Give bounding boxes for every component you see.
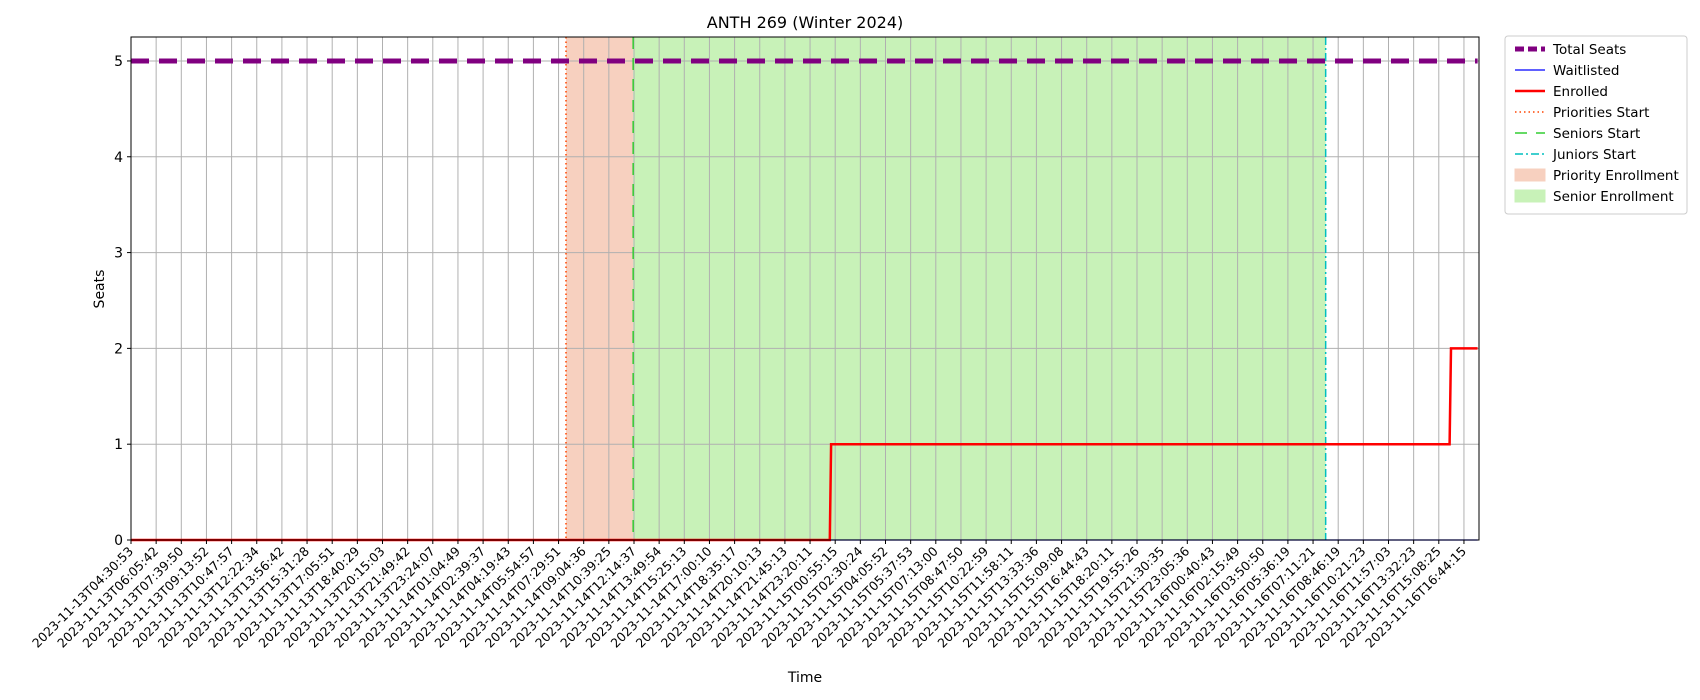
phase-start-lines xyxy=(565,37,1327,540)
y-tick-label: 0 xyxy=(114,533,123,549)
span-senior-enrollment xyxy=(633,37,1326,540)
legend-waitlisted-label: Waitlisted xyxy=(1553,63,1620,79)
y-tick-label: 2 xyxy=(114,341,123,357)
legend-box xyxy=(1504,35,1688,215)
y-axis-ticks: 0 1 2 3 4 5 xyxy=(114,54,131,549)
legend-total-seats-label: Total Seats xyxy=(1552,42,1626,58)
span-priority-enrollment xyxy=(565,37,634,540)
legend-juniors-start-label: Juniors Start xyxy=(1552,147,1636,163)
legend-senior-enrollment-swatch xyxy=(1514,189,1546,203)
enrollment-spans xyxy=(565,37,1326,540)
plot-frame xyxy=(130,36,1480,541)
legend-seniors-start-label: Seniors Start xyxy=(1553,126,1640,142)
y-tick-label: 3 xyxy=(114,246,123,262)
chart-title: ANTH 269 (Winter 2024) xyxy=(707,13,903,32)
legend: Total Seats Waitlisted Enrolled Priorities … xyxy=(1504,35,1688,215)
legend-enrolled-label: Enrolled xyxy=(1553,84,1608,100)
legend-priority-enrollment-swatch xyxy=(1514,168,1546,182)
y-axis-label: Seats xyxy=(92,270,108,309)
x-axis-ticks: 2023-11-13T04:30:532023-11-13T06:05:4220… xyxy=(29,540,1469,651)
y-tick-label: 5 xyxy=(114,54,123,70)
legend-priority-enrollment-label: Priority Enrollment xyxy=(1553,168,1679,184)
legend-priorities-start-label: Priorities Start xyxy=(1553,105,1649,121)
y-tick-label: 4 xyxy=(114,150,123,166)
legend-senior-enrollment-label: Senior Enrollment xyxy=(1553,189,1674,205)
y-tick-label: 1 xyxy=(114,437,123,453)
x-axis-label: Time xyxy=(787,670,822,686)
